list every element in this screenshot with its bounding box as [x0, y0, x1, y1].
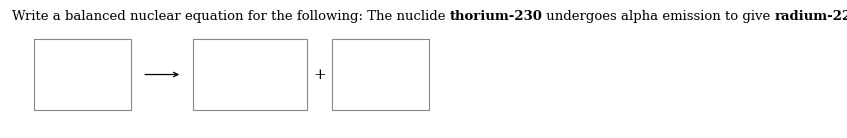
Bar [34, 39, 131, 110]
Text: Write a balanced nuclear equation for the following: The nuclide: Write a balanced nuclear equation for th… [12, 10, 450, 23]
Text: thorium-230: thorium-230 [450, 10, 542, 23]
Text: radium-226: radium-226 [775, 10, 847, 23]
Text: +: + [313, 67, 327, 82]
Text: undergoes alpha emission to give: undergoes alpha emission to give [542, 10, 775, 23]
Bar [332, 39, 429, 110]
Bar [193, 39, 307, 110]
